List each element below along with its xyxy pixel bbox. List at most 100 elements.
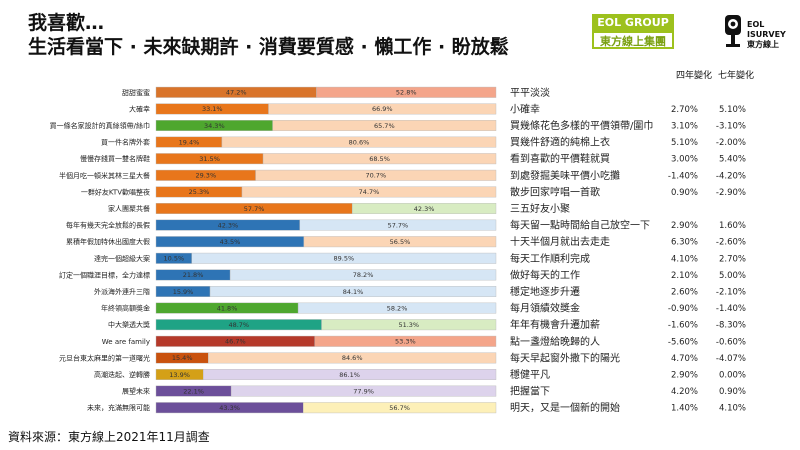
right-segment-bar — [203, 369, 497, 380]
right-segment-bar — [262, 153, 497, 165]
right-category-label: 每天早起窗外撒下的陽光 — [510, 351, 620, 364]
right-category-label: 每月領績效獎金 — [510, 302, 580, 315]
right-segment-bar — [229, 269, 497, 281]
chart-title-line2: 生活看當下 · 未來缺期許 · 消費要質感 · 懶工作 · 盼放鬆 — [28, 36, 509, 58]
right-value-label: 57.7% — [388, 221, 409, 229]
four-year-change-value: 0.90% — [671, 188, 698, 198]
left-category-label: 累積年假加特休出國度大假 — [66, 237, 150, 246]
eol-survey-logo: EOL ISURVEY 東方線上 — [722, 12, 792, 56]
left-value-label: 22.1% — [183, 387, 204, 395]
right-value-label: 78.2% — [353, 271, 374, 279]
seven-year-change-value: 4.10% — [719, 404, 746, 414]
right-category-label: 穩定地逐步升遷 — [510, 285, 580, 298]
right-value-label: 66.9% — [372, 105, 393, 113]
right-segment-bar — [230, 385, 497, 397]
right-value-label: 84.6% — [342, 354, 363, 362]
left-value-label: 29.3% — [195, 172, 216, 180]
right-value-label: 86.1% — [339, 371, 360, 379]
left-value-label: 46.7% — [225, 338, 246, 346]
right-segment-bar — [314, 335, 497, 347]
right-segment-bar — [297, 302, 497, 314]
right-value-label: 42.3% — [414, 205, 435, 213]
four-year-change-value: 4.10% — [671, 254, 698, 264]
left-value-label: 34.3% — [204, 122, 225, 130]
right-segment-bar — [321, 319, 497, 331]
bar-row: 達完一個超級大案 10.5% 89.5% 每天工作順利完成 4.10% 2.70% — [94, 252, 746, 265]
right-value-label: 74.7% — [359, 188, 380, 196]
bar-row: 外派海外連升三階 15.9% 84.1% 穩定地逐步升遷 2.60% -2.10% — [94, 285, 746, 298]
seven-year-change-value: -3.10% — [716, 122, 746, 132]
right-category-label: 年年有機會升遷加薪 — [510, 318, 600, 331]
left-value-label: 10.5% — [164, 255, 185, 263]
four-year-change-value: 2.90% — [671, 221, 698, 231]
right-category-label: 買幾件舒適的純棉上衣 — [510, 136, 610, 149]
right-category-label: 每天留一點時間給自己放空一下 — [510, 219, 650, 232]
left-category-label: 元旦台東太麻里的第一道曙光 — [59, 353, 150, 362]
left-value-label: 43.3% — [219, 404, 240, 412]
seven-year-change-value: 5.10% — [719, 105, 746, 115]
right-value-label: 80.6% — [349, 138, 370, 146]
right-segment-bar — [241, 186, 497, 198]
four-year-change-value: -1.60% — [668, 321, 698, 331]
seven-year-change-value: 1.60% — [719, 221, 746, 231]
left-category-label: 中大樂透大獎 — [108, 320, 150, 329]
four-year-change-value: 3.10% — [671, 122, 698, 132]
right-segment-bar — [208, 352, 497, 364]
data-source-note: 資料來源：東方線上2021年11月調查 — [8, 430, 210, 444]
right-value-label: 52.8% — [396, 89, 417, 97]
seven-year-change-value: 2.70% — [719, 254, 746, 264]
bar-row: We are family 46.7% 53.3% 點一盞燈給晚歸的人 -5.60% -0… — [102, 335, 746, 348]
right-segment-bar — [268, 103, 497, 115]
eol-survey-line1: EOL — [747, 20, 765, 29]
seven-year-change-value: 5.40% — [719, 155, 746, 165]
bar-row: 展望未來 22.1% 77.9% 把握當下 4.20% 0.90% — [122, 385, 746, 398]
right-category-label: 平平淡淡 — [510, 87, 550, 99]
eol-group-logo-bottom: 東方線上集團 — [592, 31, 674, 49]
bar-row: 訂定一個職涯目標，全力達標 21.8% 78.2% 做好每天的工作 2.10% 5.00% — [59, 268, 746, 281]
four-year-change-value: 2.90% — [671, 371, 698, 381]
four-year-change-value: 4.70% — [671, 354, 698, 364]
eol-survey-line2: ISURVEY — [747, 30, 786, 39]
four-year-change-value: -1.40% — [668, 171, 698, 181]
left-category-label: 外派海外連升三階 — [94, 287, 150, 296]
right-value-label: 84.1% — [343, 288, 364, 296]
bar-row: 高潮迭起、逆轉勝 13.9% 86.1% 穩健平凡 2.90% 0.00% — [94, 368, 746, 381]
right-value-label: 56.5% — [390, 238, 411, 246]
left-category-label: 買一條名家設計的真絲領帶/絲巾 — [50, 121, 150, 130]
left-value-label: 47.2% — [226, 89, 247, 97]
left-value-label: 19.4% — [179, 138, 200, 146]
right-segment-bar — [299, 219, 497, 231]
right-category-label: 三五好友小聚 — [510, 202, 570, 215]
four-year-change-value: 5.10% — [671, 138, 698, 148]
right-segment-bar — [209, 286, 497, 297]
four-year-change-value: -5.60% — [668, 337, 698, 347]
right-value-label: 89.5% — [334, 255, 355, 263]
left-value-label: 31.5% — [199, 155, 220, 163]
right-category-label: 到處發掘美味平價小吃攤 — [510, 169, 620, 182]
bar-row: 慢慢存錢買一雙名牌鞋 31.5% 68.5% 看到喜歡的平價鞋就買 3.00% 5.40% — [80, 152, 746, 165]
left-value-label: 48.7% — [228, 321, 249, 329]
left-category-label: 大確幸 — [129, 104, 150, 113]
bar-row: 甜甜蜜蜜 47.2% 52.8% 平平淡淡 — [122, 87, 550, 99]
left-category-label: 每年有幾天完全放鬆的長假 — [66, 221, 150, 230]
seven-year-change-value: -2.10% — [716, 288, 746, 298]
left-value-label: 25.3% — [189, 188, 210, 196]
eol-survey-line3: 東方線上 — [747, 40, 779, 49]
bar-row: 年終領高額獎金 41.8% 58.2% 每月領績效獎金 -0.90% -1.40% — [101, 302, 746, 315]
seven-year-change-value: -2.00% — [716, 138, 746, 148]
four-year-change-value: -0.90% — [668, 304, 698, 314]
left-value-label: 21.8% — [183, 271, 204, 279]
left-value-label: 15.4% — [172, 354, 193, 362]
eye-icon — [725, 15, 741, 47]
left-category-label: 達完一個超級大案 — [94, 254, 150, 263]
bar-row: 買一件名牌外套 19.4% 80.6% 買幾件舒適的純棉上衣 5.10% -2.00% — [101, 136, 746, 149]
seven-year-change-value: 0.00% — [719, 371, 746, 381]
left-category-label: 訂定一個職涯目標，全力達標 — [59, 270, 150, 279]
right-value-label: 65.7% — [374, 122, 395, 130]
right-value-label: 56.7% — [389, 404, 410, 412]
seven-year-change-value: -8.30% — [716, 321, 746, 331]
bar-row: 每年有幾天完全放鬆的長假 42.3% 57.7% 每天留一點時間給自己放空一下 2.90… — [66, 219, 746, 232]
seven-year-change-header: 七年變化 — [718, 71, 755, 81]
right-category-label: 小確幸 — [510, 102, 540, 115]
